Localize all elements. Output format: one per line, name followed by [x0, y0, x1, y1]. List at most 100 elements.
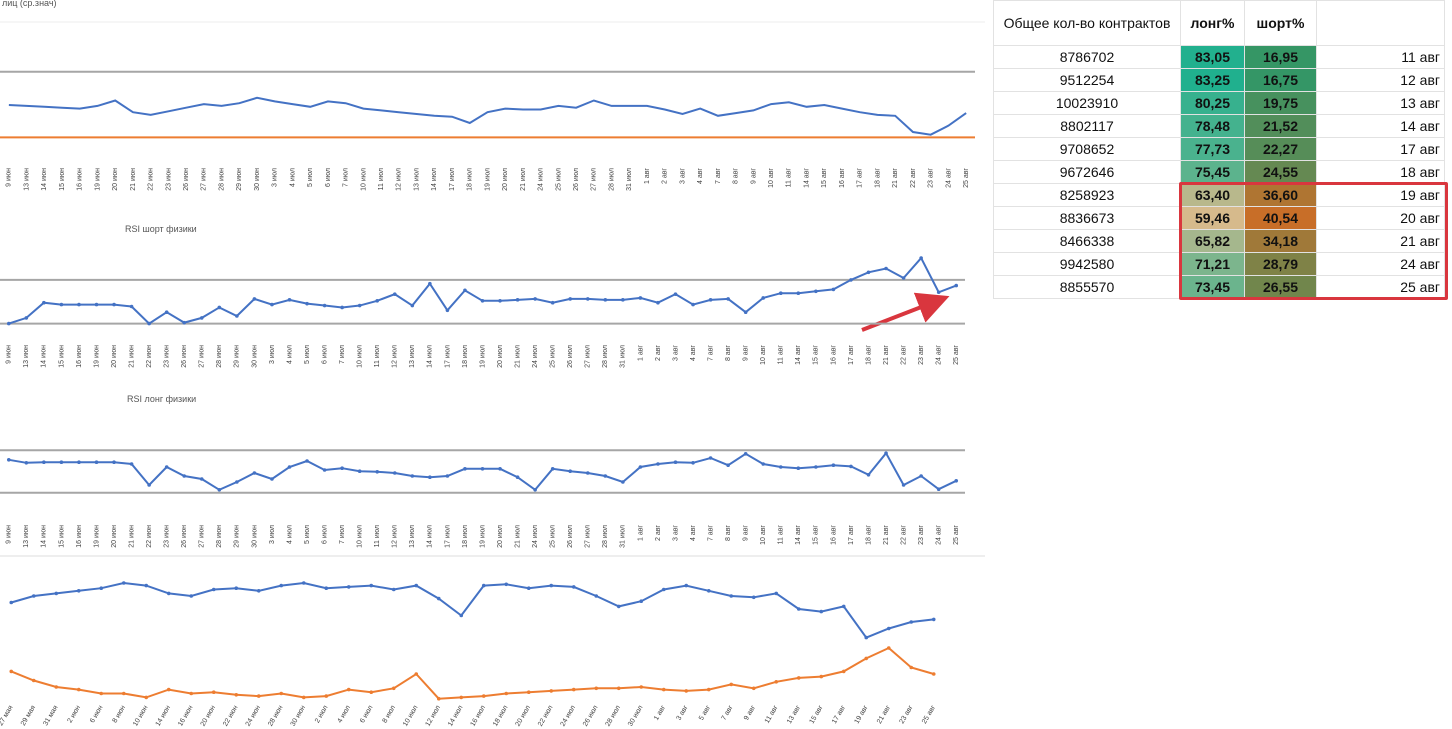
table-row: 10023910 80,25 19,75 13 авг: [993, 91, 1445, 115]
table-cell: 17 авг: [1316, 137, 1445, 161]
table-row: 8258923 63,40 36,60 19 авг: [993, 183, 1445, 207]
point: [726, 297, 730, 301]
point: [550, 467, 555, 471]
point: [459, 695, 464, 700]
x-tick-label: 10 июл: [402, 704, 419, 727]
point: [480, 299, 485, 303]
x-tick-label: 22 июн: [222, 704, 240, 727]
x-tick-label: 20 июн: [111, 345, 118, 368]
chart-title: лиц (ср.знач): [2, 0, 57, 8]
x-tick-label: 11 авг: [764, 704, 780, 725]
x-tick-label: 3 авг: [672, 345, 679, 361]
point: [533, 297, 537, 301]
x-tick-label: 25 июл: [555, 168, 562, 191]
table-cell: 26,55: [1244, 275, 1317, 299]
point: [936, 487, 941, 492]
point: [639, 599, 644, 603]
x-tick-label: 27 мая: [0, 704, 15, 727]
x-tick-label: 6 июл: [325, 168, 332, 187]
table-cell: 36,60: [1244, 183, 1317, 207]
point: [59, 460, 64, 465]
x-tick-label: 23 авг: [918, 345, 925, 365]
x-tick-label: 29 июн: [234, 345, 241, 368]
x-tick-label: 19 авг: [854, 704, 870, 725]
point: [549, 583, 554, 588]
point: [392, 292, 397, 296]
point: [708, 456, 713, 460]
point: [182, 320, 187, 325]
x-tick-label: 23 июн: [164, 525, 171, 548]
point: [706, 589, 711, 593]
x-tick-label: 3 июл: [272, 168, 279, 187]
point: [661, 687, 666, 692]
x-tick-label: 4 июл: [337, 704, 353, 724]
point: [533, 488, 537, 492]
point: [616, 686, 621, 691]
x-tick-label: 1 авг: [637, 345, 644, 361]
point: [305, 459, 309, 463]
point: [909, 665, 914, 670]
x-tick-label: 21 июн: [128, 525, 135, 548]
series-line: [8, 96, 967, 136]
x-tick-label: 28 июн: [216, 525, 223, 548]
table-cell: 9672646: [993, 160, 1181, 184]
x-tick-label: 10 авг: [768, 168, 775, 188]
point: [392, 471, 397, 475]
x-tick-label: 2 июл: [314, 704, 330, 724]
x-tick-label: 5 июл: [304, 525, 311, 544]
point: [866, 473, 871, 477]
point: [31, 594, 36, 598]
x-tick-label: 6 июл: [321, 345, 328, 364]
point: [751, 686, 756, 691]
x-tick-label: 30 июн: [254, 168, 261, 191]
table-row: 8836673 59,46 40,54 20 авг: [993, 206, 1445, 230]
point: [54, 591, 59, 596]
x-tick-label: 21 авг: [883, 525, 890, 545]
x-tick-label: 3 июл: [269, 525, 276, 544]
point: [121, 581, 126, 585]
x-tick-label: 14 июл: [427, 525, 434, 548]
point: [656, 300, 660, 305]
x-tick-label: 20 июн: [112, 168, 119, 191]
x-tick-label: 9 авг: [750, 168, 757, 184]
point: [144, 583, 149, 588]
table-row: 8855570 73,45 26,55 25 авг: [993, 275, 1445, 299]
header-cell: Общее кол-во контрактов: [993, 0, 1181, 46]
point: [603, 298, 608, 302]
x-tick-label: 29 мая: [20, 704, 37, 727]
point: [864, 635, 869, 640]
x-tick-label: 17 авг: [848, 345, 855, 365]
x-tick-label: 7 июл: [339, 525, 346, 544]
point: [526, 690, 531, 694]
x-tick-label: 12 июл: [425, 704, 442, 727]
x-tick-label: 30 июн: [290, 704, 308, 727]
table-cell: 13 авг: [1316, 91, 1445, 115]
point: [324, 586, 329, 590]
x-tick-label: 21 авг: [892, 168, 899, 188]
point: [256, 589, 261, 593]
x-tick-label: 17 июл: [449, 168, 456, 191]
point: [77, 460, 81, 465]
x-tick-label: 8 авг: [725, 525, 732, 541]
point: [24, 461, 29, 465]
x-tick-label: 27 июн: [201, 168, 208, 191]
x-tick-label: 4 июл: [286, 525, 293, 544]
x-tick-label: 16 июн: [76, 525, 83, 548]
point: [796, 291, 801, 296]
point: [751, 595, 756, 600]
header-row: Общее кол-во контрактов лонг% шорт%: [993, 0, 1445, 46]
point: [726, 463, 730, 468]
x-tick-label: 31 июл: [620, 345, 627, 368]
point: [76, 589, 81, 593]
series-line: [10, 646, 935, 700]
point: [884, 266, 888, 271]
point: [661, 587, 666, 592]
x-tick-label: 17 авг: [831, 704, 847, 725]
x-tick-label: 4 июл: [289, 168, 296, 187]
x-tick-label: 23 авг: [928, 168, 935, 188]
table-cell: 34,18: [1244, 229, 1317, 253]
x-tick-label: 9 авг: [743, 345, 750, 361]
point: [814, 465, 818, 469]
x-tick-label: 22 июл: [537, 704, 554, 727]
x-tick-label: 3 авг: [679, 168, 686, 184]
